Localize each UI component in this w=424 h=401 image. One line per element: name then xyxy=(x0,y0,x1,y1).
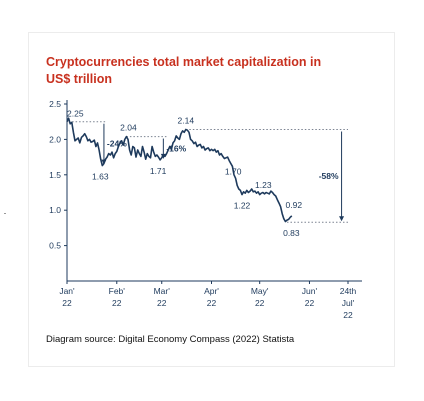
x-tick-label: Feb' xyxy=(109,286,126,296)
data-label: 2.25 xyxy=(67,109,84,119)
data-label: 2.04 xyxy=(120,123,137,133)
x-tick-label: Mar' xyxy=(154,286,171,296)
data-label: 2.14 xyxy=(178,115,195,125)
x-tick-label: May' xyxy=(251,286,269,296)
x-tick-label: 22 xyxy=(207,298,217,308)
drop-percentage-label: -58% xyxy=(319,171,339,181)
data-label: 1.70 xyxy=(225,167,242,177)
data-label: 1.71 xyxy=(150,166,167,176)
data-label: 1.22 xyxy=(234,201,251,211)
drop-percentage-label: -24% xyxy=(107,139,127,149)
drop-arrow-head xyxy=(339,216,345,222)
data-label: 0.92 xyxy=(286,200,303,210)
series-layer xyxy=(66,117,293,223)
data-label: 1.23 xyxy=(255,180,272,190)
y-tick-label: 0.5 xyxy=(49,241,61,251)
x-tick-label: 22 xyxy=(343,310,353,320)
y-tick-label: 2.5 xyxy=(49,99,61,109)
x-tick-label: Jul' xyxy=(342,298,355,308)
x-tick-label: 22 xyxy=(157,298,167,308)
data-label: 0.83 xyxy=(283,228,300,238)
data-label: 1.63 xyxy=(92,172,109,182)
y-tick-label: 1.0 xyxy=(49,205,61,215)
labels-layer: 2.25 1.63 2.04 1.71 2.14 1.70 1.22 1.23 0.92 0.83… xyxy=(67,109,339,239)
market-cap-line xyxy=(66,117,293,223)
x-tick-label: 24th xyxy=(340,286,357,296)
x-tick-label: 22 xyxy=(305,298,315,308)
axes: 2.5 2.0 1.5 1.0 0.5 Jan' 22 Feb' 22 Mar' 22 Apr' 22 M… xyxy=(49,99,362,320)
x-tick-label: 22 xyxy=(255,298,265,308)
page-edge-mark xyxy=(4,213,6,214)
reference-lines xyxy=(68,121,348,223)
drop-percentage-label: -16% xyxy=(166,143,186,153)
x-tick-label: Jun' xyxy=(302,286,318,296)
chart-title: Cryptocurrencies total market capitaliza… xyxy=(46,55,322,86)
y-tick-label: 2.0 xyxy=(49,134,61,144)
source-note: Diagram source: Digital Economy Compass … xyxy=(46,334,295,345)
x-tick-label: 22 xyxy=(62,298,72,308)
x-tick-label: Jan' xyxy=(59,286,75,296)
x-tick-label: Apr' xyxy=(204,286,219,296)
y-tick-label: 1.5 xyxy=(49,170,61,180)
x-tick-label: 22 xyxy=(112,298,122,308)
chart-card xyxy=(28,32,395,367)
